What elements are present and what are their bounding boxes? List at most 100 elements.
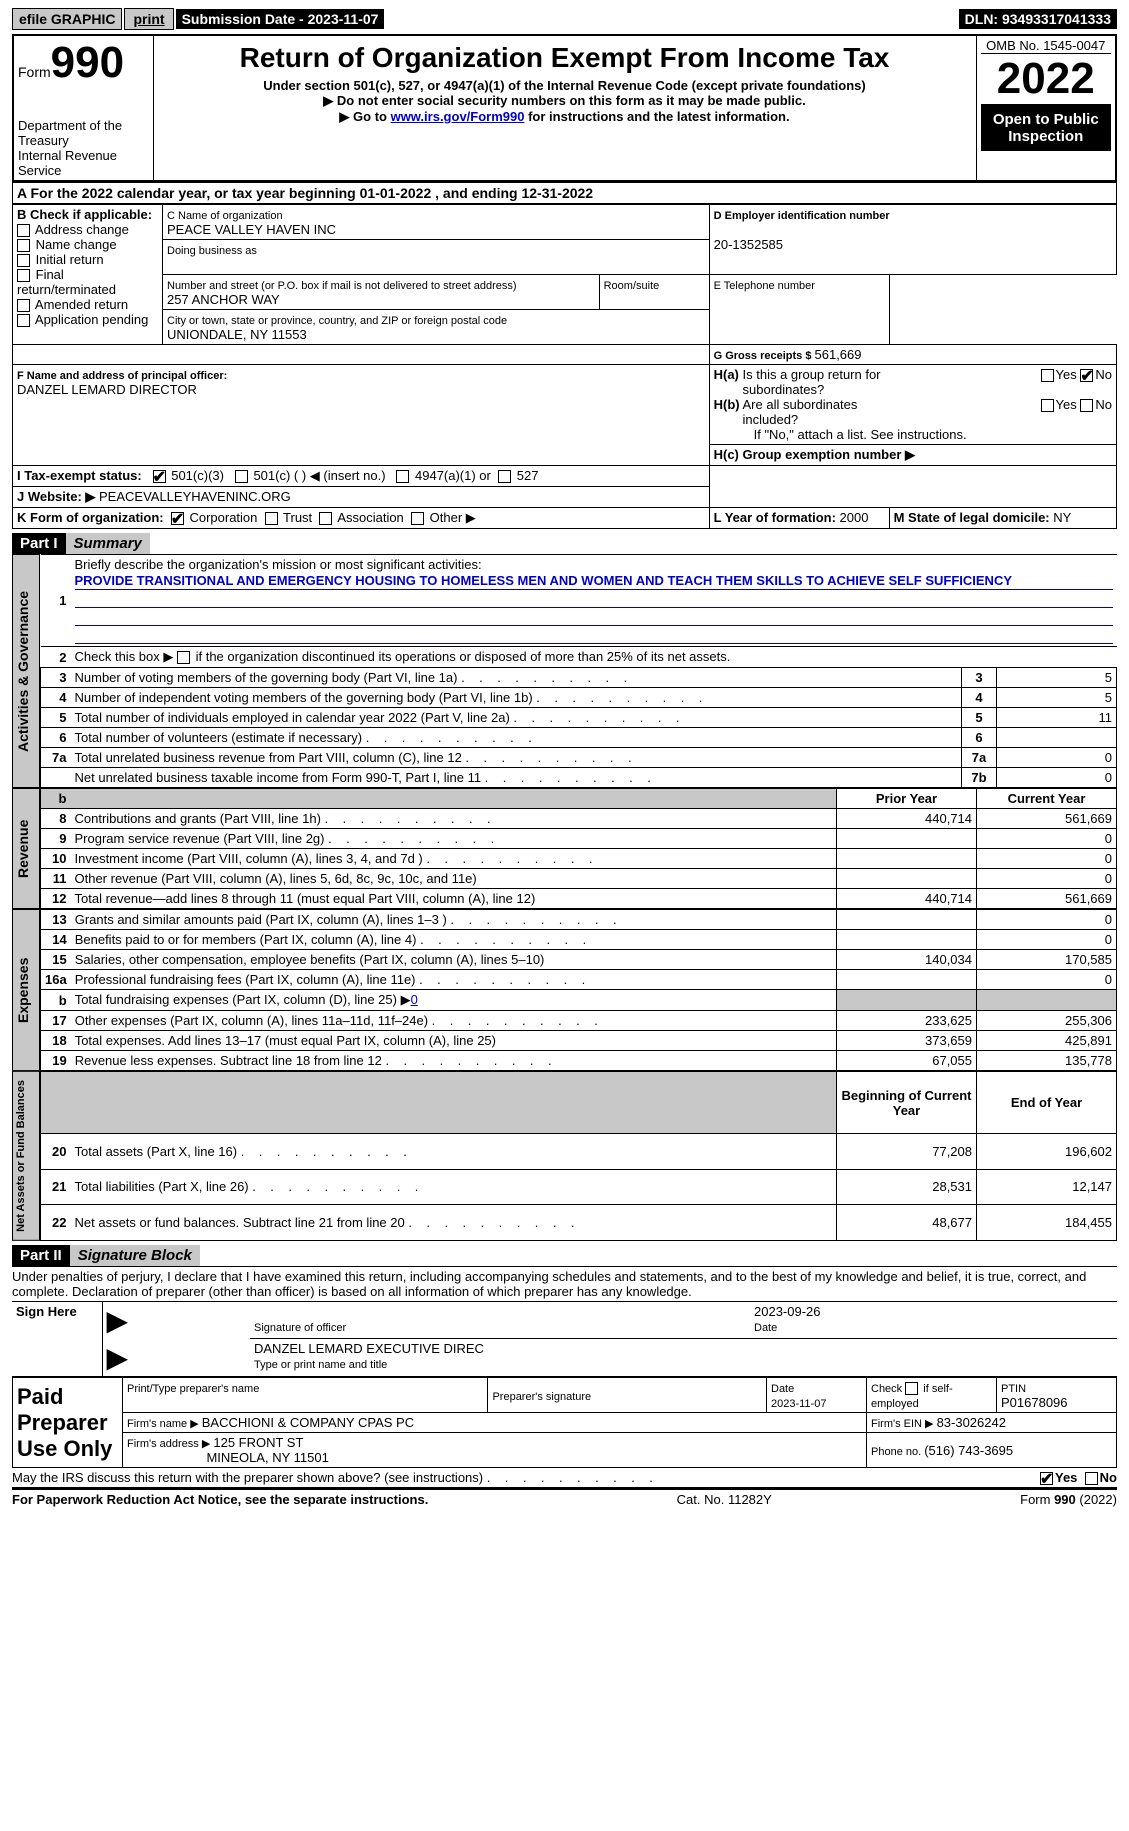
p18: 373,659 — [837, 1031, 977, 1051]
line7a: Total unrelated business revenue from Pa… — [71, 748, 962, 768]
arrow-icon: ▶ — [107, 1305, 129, 1336]
type-label: Type or print name and title — [254, 1359, 387, 1371]
vtab-netassets: Net Assets or Fund Balances — [12, 1071, 40, 1241]
form-title: Return of Organization Exempt From Incom… — [158, 42, 972, 74]
topbar: efile GRAPHIC print Submission Date - 20… — [12, 8, 1117, 30]
c10: 0 — [977, 849, 1117, 869]
paid-preparer-label: Paid Preparer Use Only — [13, 1377, 123, 1468]
cb-ha-no[interactable] — [1080, 369, 1093, 382]
cb-final[interactable] — [17, 269, 30, 282]
header-sub2: ▶ Do not enter social security numbers o… — [158, 93, 972, 109]
c14: 0 — [977, 930, 1117, 950]
cb-initial[interactable] — [17, 254, 30, 267]
form-header: Form990 Department of the Treasury Inter… — [12, 34, 1117, 182]
paid-preparer-block: Paid Preparer Use Only Print/Type prepar… — [12, 1377, 1117, 1469]
line9: Program service revenue (Part VIII, line… — [71, 829, 837, 849]
current-year-label: Current Year — [1008, 791, 1086, 806]
firm-ein-label: Firm's EIN ▶ — [871, 1418, 937, 1430]
vtab-activities: Activities & Governance — [12, 554, 40, 788]
city-state-zip: UNIONDALE, NY 11553 — [167, 327, 307, 342]
val5: 11 — [997, 708, 1117, 728]
cb-discuss-no[interactable] — [1085, 1472, 1098, 1485]
ptin: P01678096 — [1001, 1395, 1068, 1410]
cb-501c[interactable] — [235, 470, 248, 483]
line6: Total number of volunteers (estimate if … — [71, 728, 962, 748]
sig-date: 2023-09-26 — [754, 1304, 821, 1319]
arrow-icon: ▶ — [107, 1342, 129, 1373]
cb-other[interactable] — [411, 512, 424, 525]
cb-discontinued[interactable] — [177, 651, 190, 664]
cb-app[interactable] — [17, 314, 30, 327]
cb-corp[interactable] — [171, 512, 184, 525]
line2: Check this box ▶ if the organization dis… — [71, 647, 1117, 668]
cb-self-employed[interactable] — [905, 1382, 918, 1395]
sign-here-label: Sign Here — [12, 1301, 102, 1376]
irs-link[interactable]: www.irs.gov/Form990 — [391, 109, 525, 124]
summary-activities: 1 Briefly describe the organization's mi… — [40, 554, 1117, 788]
meta-table: B Check if applicable: Address change Na… — [12, 204, 1117, 529]
irs-label: Internal Revenue Service — [18, 148, 149, 178]
line16a: Professional fundraising fees (Part IX, … — [71, 970, 837, 990]
line13: Grants and similar amounts paid (Part IX… — [71, 910, 837, 930]
line7b: Net unrelated business taxable income fr… — [71, 768, 962, 788]
page-footer: For Paperwork Reduction Act Notice, see … — [12, 1489, 1117, 1509]
room-label: Room/suite — [604, 280, 660, 292]
prior-year-label: Prior Year — [876, 791, 937, 806]
cb-assoc[interactable] — [319, 512, 332, 525]
dept-treasury: Department of the Treasury — [18, 118, 149, 148]
line17: Other expenses (Part IX, column (A), lin… — [71, 1011, 837, 1031]
cb-hb-yes[interactable] — [1041, 399, 1054, 412]
box-b-label: B Check if applicable: — [17, 207, 152, 222]
line4: Number of independent voting members of … — [71, 688, 962, 708]
val3: 5 — [997, 668, 1117, 688]
cb-name[interactable] — [17, 239, 30, 252]
header-sub3: ▶ Go to www.irs.gov/Form990 for instruct… — [158, 109, 972, 125]
hc-label: H(c) Group exemption number ▶ — [714, 447, 915, 462]
cb-hb-no[interactable] — [1080, 399, 1093, 412]
part1-title: Summary — [66, 533, 150, 554]
p13 — [837, 910, 977, 930]
c21: 12,147 — [977, 1169, 1117, 1205]
p12: 440,714 — [837, 889, 977, 909]
p16a — [837, 970, 977, 990]
mission-text: PROVIDE TRANSITIONAL AND EMERGENCY HOUSI… — [75, 572, 1113, 590]
cb-address[interactable] — [17, 224, 30, 237]
val6 — [997, 728, 1117, 748]
cb-ha-yes[interactable] — [1041, 369, 1054, 382]
tax-year: 2022 — [981, 53, 1112, 105]
cb-501c3[interactable] — [153, 470, 166, 483]
line3: Number of voting members of the governin… — [71, 668, 962, 688]
state-label: M State of legal domicile: — [894, 510, 1054, 525]
cb-4947[interactable] — [396, 470, 409, 483]
name-label: C Name of organization — [167, 210, 283, 222]
p22: 48,677 — [837, 1205, 977, 1241]
line19: Revenue less expenses. Subtract line 18 … — [71, 1051, 837, 1071]
prep-name-label: Print/Type preparer's name — [127, 1383, 259, 1395]
dln: DLN: 93493317041333 — [959, 9, 1117, 29]
part2-title: Signature Block — [70, 1245, 200, 1266]
self-employed: Check if self-employed — [871, 1383, 953, 1411]
cb-trust[interactable] — [265, 512, 278, 525]
summary-revenue: bPrior YearCurrent Year 8Contributions a… — [40, 788, 1117, 909]
line14: Benefits paid to or for members (Part IX… — [71, 930, 837, 950]
c19: 135,778 — [977, 1051, 1117, 1071]
firm-phone: (516) 743-3695 — [924, 1443, 1013, 1458]
cb-amended[interactable] — [17, 299, 30, 312]
summary-netassets: Beginning of Current YearEnd of Year 20T… — [40, 1071, 1117, 1241]
c8: 561,669 — [977, 809, 1117, 829]
print-button[interactable]: print — [124, 8, 173, 30]
efile-label: efile GRAPHIC — [12, 8, 122, 30]
omb: OMB No. 1545-0047 — [981, 38, 1112, 53]
cb-527[interactable] — [498, 470, 511, 483]
c22: 184,455 — [977, 1205, 1117, 1241]
cb-discuss-yes[interactable] — [1040, 1472, 1053, 1485]
vtab-expenses: Expenses — [12, 909, 40, 1071]
firm-name-label: Firm's name ▶ — [127, 1418, 202, 1430]
val4: 5 — [997, 688, 1117, 708]
c20: 196,602 — [977, 1134, 1117, 1170]
hb-note: If "No," attach a list. See instructions… — [714, 427, 1112, 442]
footer-mid: Cat. No. 11282Y — [677, 1492, 772, 1507]
p15: 140,034 — [837, 950, 977, 970]
sign-here-block: Sign Here ▶ Signature of officer 2023-09… — [12, 1301, 1117, 1377]
line15: Salaries, other compensation, employee b… — [71, 950, 837, 970]
